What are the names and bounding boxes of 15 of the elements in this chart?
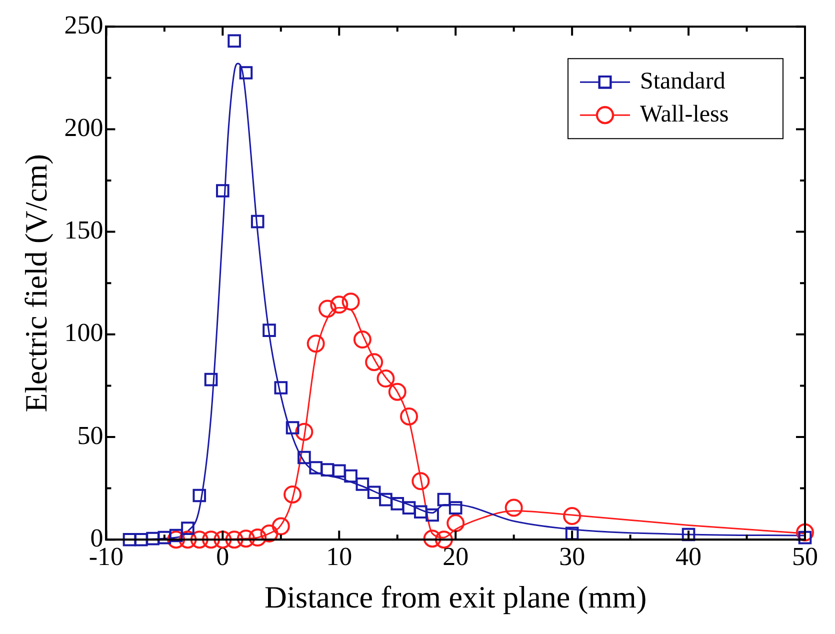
x-axis-title: Distance from exit plane (mm) — [264, 580, 647, 615]
y-tick-label: 150 — [64, 216, 104, 245]
x-tick-label: 40 — [676, 542, 702, 572]
x-tick-label: 20 — [442, 542, 469, 572]
x-tick-label: 50 — [792, 542, 818, 572]
x-tick-label: 30 — [559, 542, 586, 572]
legend-label: Wall-less — [640, 101, 729, 128]
x-tick-label: 0 — [216, 542, 230, 572]
y-tick-label: 200 — [64, 113, 104, 142]
y-axis-title: Electric field (V/cm) — [18, 154, 54, 412]
legend-label: Standard — [640, 68, 726, 94]
y-tick-label: 100 — [64, 318, 104, 348]
y-tick-label: 250 — [64, 10, 104, 40]
x-tick-label: 10 — [326, 542, 352, 572]
y-tick-label: 50 — [77, 420, 104, 450]
